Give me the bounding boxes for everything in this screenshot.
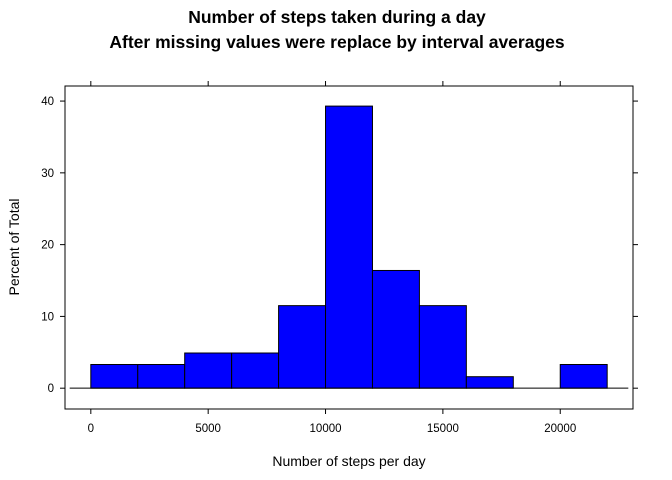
- histogram-bar-5: [325, 105, 373, 389]
- histogram-bar-2: [184, 352, 233, 389]
- y-axis-label: Percent of Total: [6, 198, 22, 295]
- ticks-group: 0 5000 10000 15000 20000 0 10 20 30 40: [41, 81, 638, 435]
- histogram-bar-10: [559, 363, 608, 389]
- chart-title: Number of steps taken during a day: [188, 7, 486, 27]
- x-tick-label-3: 15000: [427, 423, 459, 435]
- histogram-bar-8: [465, 376, 514, 389]
- x-tick-label-0: 0: [88, 423, 94, 435]
- y-tick-label-3: 30: [41, 168, 54, 180]
- plot-frame: [64, 85, 634, 410]
- x-tick-label-2: 10000: [310, 423, 342, 435]
- histogram-bar-0: [90, 363, 139, 389]
- bars-group: [90, 105, 608, 389]
- y-tick-label-2: 20: [41, 240, 54, 252]
- histogram-bar-7: [418, 305, 467, 389]
- x-axis-label: Number of steps per day: [272, 453, 425, 469]
- y-tick-label-4: 40: [41, 96, 54, 108]
- histogram-bar-4: [278, 305, 327, 389]
- histogram-bar-3: [231, 352, 280, 389]
- x-tick-label-4: 20000: [544, 423, 576, 435]
- x-tick-label-1: 5000: [195, 423, 221, 435]
- histogram-bar-1: [137, 363, 186, 389]
- histogram-bar-6: [371, 269, 420, 389]
- chart-subtitle: After missing values were replace by int…: [109, 32, 564, 52]
- y-tick-label-0: 0: [48, 383, 54, 395]
- y-tick-label-1: 10: [41, 311, 54, 323]
